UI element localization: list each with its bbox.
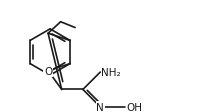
Text: N: N bbox=[96, 102, 104, 112]
Text: OH: OH bbox=[126, 102, 142, 112]
Text: NH₂: NH₂ bbox=[101, 67, 121, 77]
Text: O: O bbox=[44, 66, 52, 76]
